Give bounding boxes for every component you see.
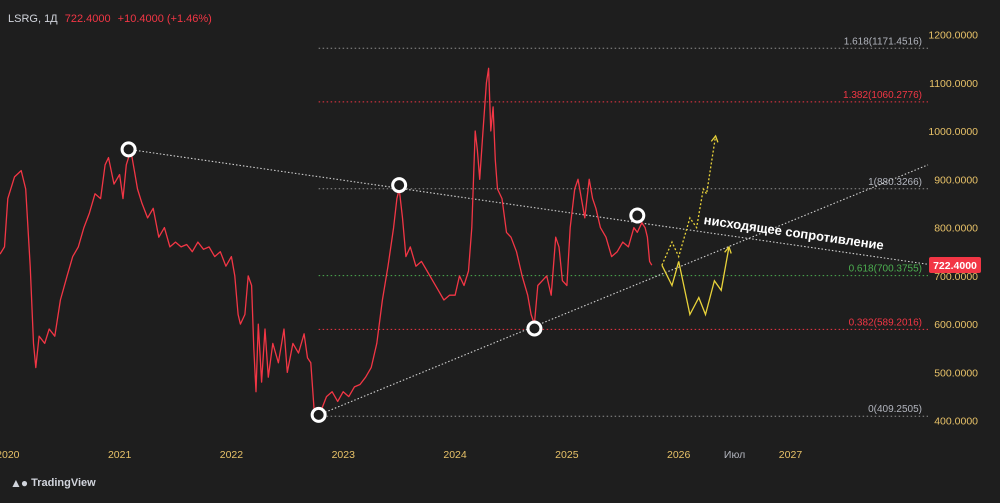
symbol-change: +10.4000 (+1.46%)	[117, 13, 212, 25]
fib-level-label: 0.618(700.3755)	[849, 264, 922, 275]
ascending-support-trendline	[318, 164, 929, 416]
time-axis-tick: 2025	[555, 449, 579, 461]
pivot-point-marker	[310, 406, 327, 423]
bearish-forecast-path	[661, 246, 730, 317]
pivot-point-marker	[120, 141, 137, 158]
time-axis-tick: 2024	[443, 449, 467, 461]
time-axis-tick: Июл	[724, 449, 745, 461]
price-axis-tick: 800.0000	[934, 223, 978, 235]
price-axis-tick: 900.0000	[934, 174, 978, 186]
fib-level-label: 0.382(589.2016)	[849, 317, 922, 328]
tradingview-name: TradingView	[31, 477, 96, 489]
pivot-point-marker	[526, 320, 543, 337]
time-axis-tick: 2023	[332, 449, 356, 461]
bullish-forecast-path	[661, 135, 717, 266]
fib-level-label: 1(880.3266)	[868, 177, 922, 188]
time-axis-tick: 2022	[220, 449, 244, 461]
last-price-tag: 722.4000	[929, 257, 981, 273]
price-series	[0, 67, 653, 417]
price-line	[0, 67, 653, 417]
symbol-ticker[interactable]: LSRG, 1Д	[8, 13, 58, 25]
time-axis-tick: 2027	[779, 449, 803, 461]
symbol-price: 722.4000	[64, 13, 111, 25]
descending-resistance-trendline	[128, 148, 929, 265]
last-price-label: 722.4000	[933, 260, 977, 272]
price-axis-tick: 1200.0000	[928, 29, 978, 41]
forecast-arrowhead-icon	[724, 245, 732, 254]
tradingview-logo-icon: ▲●	[10, 476, 28, 490]
trendlines	[128, 148, 929, 416]
pivot-point-marker	[629, 207, 646, 224]
forecast-paths	[661, 134, 732, 317]
fibonacci-levels: 1.618(1171.4516) 1.382(1060.2776) 1(880.32…	[318, 36, 928, 417]
forecast-arrowhead-icon	[710, 134, 719, 143]
price-axis-tick: 700.0000	[934, 271, 978, 283]
tradingview-branding[interactable]: ▲● TradingView	[10, 476, 96, 490]
fib-level-label: 1.618(1171.4516)	[844, 36, 922, 47]
time-axis-tick: 2021	[108, 449, 132, 461]
price-axis[interactable]: 1200.0000 1100.0000 1000.0000 900.0000 800.0…	[928, 29, 978, 427]
symbol-header: LSRG, 1Д 722.4000 +10.4000 (+1.46%)	[8, 13, 216, 25]
pivot-point-marker	[391, 177, 408, 194]
pivot-markers	[120, 141, 646, 423]
time-axis-tick: 2026	[667, 449, 691, 461]
fib-level-label: 0(409.2505)	[868, 404, 922, 415]
price-axis-tick: 600.0000	[934, 319, 978, 331]
price-axis-tick: 400.0000	[934, 416, 978, 428]
fib-level-label: 1.382(1060.2776)	[843, 90, 922, 101]
price-axis-tick: 500.0000	[934, 367, 978, 379]
last-price-badge	[929, 257, 981, 273]
price-axis-tick: 1100.0000	[929, 78, 978, 90]
price-axis-tick: 1000.0000	[928, 126, 978, 138]
